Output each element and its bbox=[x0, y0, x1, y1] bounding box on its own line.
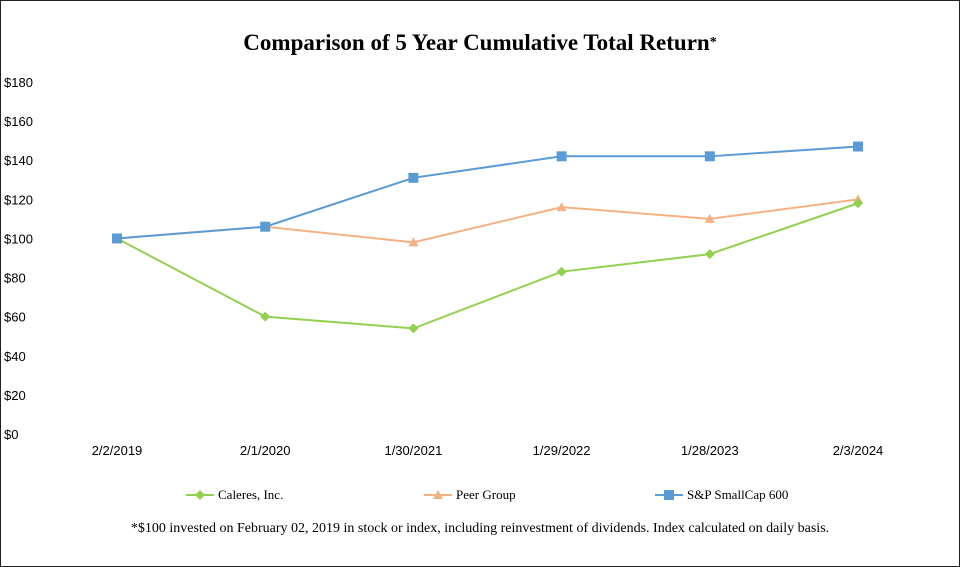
x-tick-label: 1/30/2021 bbox=[384, 443, 442, 458]
y-tick-label: $20 bbox=[4, 388, 26, 403]
data-point bbox=[556, 151, 567, 162]
x-tick-label: 2/1/2020 bbox=[240, 443, 291, 458]
x-tick-label: 2/3/2024 bbox=[833, 443, 884, 458]
data-point bbox=[112, 233, 122, 244]
legend-swatch-marker bbox=[664, 490, 674, 500]
y-tick-label: $40 bbox=[4, 349, 26, 364]
series-layer bbox=[112, 141, 863, 334]
data-point bbox=[408, 172, 419, 183]
chart-title-marker: * bbox=[709, 35, 717, 50]
y-tick-label: $0 bbox=[4, 427, 18, 442]
x-tick-label: 2/2/2019 bbox=[92, 443, 143, 458]
y-tick-label: $80 bbox=[4, 271, 26, 286]
chart-title: Comparison of 5 Year Cumulative Total Re… bbox=[0, 30, 960, 56]
y-tick-label: $100 bbox=[4, 231, 33, 246]
data-point bbox=[704, 249, 715, 260]
data-point bbox=[556, 202, 567, 212]
data-point bbox=[556, 266, 567, 277]
data-point bbox=[704, 151, 715, 162]
y-tick-label: $160 bbox=[4, 114, 33, 129]
y-tick-label: $60 bbox=[4, 310, 26, 325]
series-line bbox=[116, 198, 859, 244]
legend-label: Caleres, Inc. bbox=[218, 487, 283, 502]
chart-footnote: *$100 invested on February 02, 2019 in s… bbox=[130, 521, 830, 536]
data-point bbox=[853, 198, 863, 209]
legend-item-caleres-inc: Caleres, Inc. bbox=[186, 487, 283, 502]
legend: Caleres, Inc. Peer Group S&P SmallCap 600 bbox=[186, 487, 788, 502]
legend-item-s-p-smallcap-600: S&P SmallCap 600 bbox=[655, 487, 788, 502]
legend-swatch-marker bbox=[433, 490, 443, 499]
data-point bbox=[408, 323, 419, 334]
y-tick-label: $180 bbox=[4, 75, 33, 90]
data-point bbox=[408, 237, 419, 247]
y-tick-label: $140 bbox=[4, 153, 33, 168]
x-tick-label: 1/28/2023 bbox=[681, 443, 739, 458]
data-point bbox=[704, 213, 715, 223]
legend-label: S&P SmallCap 600 bbox=[687, 487, 788, 502]
series-caleres-inc bbox=[112, 198, 863, 334]
data-point bbox=[853, 141, 863, 152]
y-tick-label: $120 bbox=[4, 192, 33, 207]
legend-item-peer-group: Peer Group bbox=[424, 487, 516, 502]
series-s-p-smallcap-600 bbox=[112, 141, 863, 244]
x-axis: 2/2/2019 2/1/2020 1/30/2021 1/29/2022 1/28/2… bbox=[92, 443, 884, 458]
y-axis: $0 $20 $40 $60 $80 $100 $120 $140 $160 $180 bbox=[4, 75, 33, 442]
chart-title-text: Comparison of 5 Year Cumulative Total Re… bbox=[243, 30, 710, 55]
x-tick-label: 1/29/2022 bbox=[533, 443, 591, 458]
series-line bbox=[116, 202, 859, 330]
data-point bbox=[260, 311, 271, 322]
series-line bbox=[116, 145, 859, 240]
data-point bbox=[260, 221, 271, 232]
legend-swatch-marker bbox=[195, 490, 205, 500]
series-peer-group bbox=[112, 194, 863, 247]
legend-label: Peer Group bbox=[456, 487, 516, 502]
